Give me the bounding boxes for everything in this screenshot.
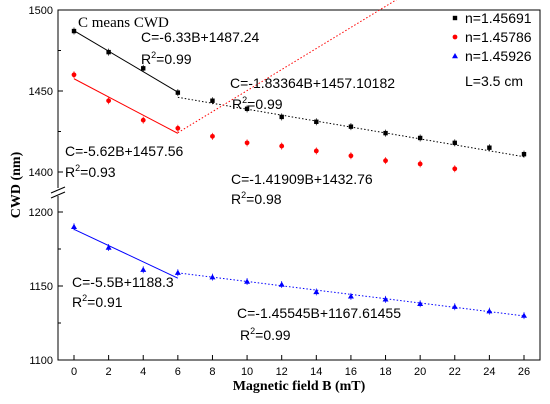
series-0-point — [244, 106, 250, 112]
series-0-point — [417, 135, 423, 141]
fit-equation-4: C=-5.5B+1188.3 — [72, 274, 174, 290]
series-0-point — [210, 98, 215, 103]
series-1-point — [417, 161, 423, 167]
fit-annotations: C=-6.33B+1487.24 R2=0.99 C=-1.83364B+1457.… — [65, 29, 401, 343]
fit-equation-5: C=-1.45545B+1167.61455 — [237, 305, 401, 321]
y-axis-break — [50, 186, 66, 199]
x-tick-label: 2 — [106, 366, 112, 378]
fit-line-3 — [177, 0, 397, 134]
axis-break-mark — [50, 186, 66, 194]
x-tick-label: 6 — [175, 366, 181, 378]
series-2-point — [521, 312, 527, 318]
series-0-point — [314, 119, 319, 124]
y-axis-label: CWD (nm) — [9, 151, 24, 218]
y-tick-label: 1150 — [29, 281, 53, 293]
series-0-point — [71, 28, 77, 34]
legend-label-1: n=1.45786 — [465, 29, 532, 45]
series-2-point — [417, 300, 424, 306]
legend-label-0: n=1.45691 — [465, 10, 532, 26]
y-tick-label: 1400 — [29, 167, 53, 179]
note-text: C means CWD — [78, 15, 169, 31]
series-0-point — [452, 140, 457, 146]
fit-r2-5: R2=0.99 — [240, 326, 291, 343]
x-tick-label: 26 — [518, 366, 530, 378]
series-1-point — [244, 140, 250, 146]
fit-equation-3: C=-1.41909B+1432.76 — [231, 171, 373, 187]
y-tick-label: 1200 — [29, 207, 53, 219]
x-tick-label: 4 — [140, 366, 146, 378]
legend-marker-1 — [452, 34, 458, 40]
fit-r2-4: R2=0.91 — [72, 293, 123, 310]
series-0-point — [487, 145, 492, 150]
series-1-point — [175, 125, 181, 131]
series-1-point — [313, 148, 319, 154]
fit-line-2 — [73, 78, 179, 134]
x-axis-ticks: 0 2 4 6 8 10 12 14 16 18 20 22 24 26 — [71, 355, 530, 378]
param-label: L=3.5 cm — [465, 73, 523, 89]
y-tick-label: 1500 — [29, 5, 53, 17]
x-tick-label: 24 — [483, 366, 495, 378]
plot-frame — [57, 9, 541, 361]
legend-marker-2 — [452, 53, 458, 59]
fit-r2-1: R2=0.99 — [232, 95, 283, 112]
series-2-point — [209, 274, 216, 280]
series-2-point — [71, 223, 77, 229]
x-tick-label: 18 — [379, 366, 391, 378]
fit-equation-1: C=-1.83364B+1457.10182 — [230, 75, 395, 91]
x-tick-label: 12 — [276, 366, 288, 378]
series-0-point — [348, 124, 354, 129]
x-tick-label: 20 — [414, 366, 426, 378]
plot-area — [57, 0, 541, 361]
series-2-point — [486, 308, 493, 314]
series-2-point — [244, 278, 251, 284]
series-0-point — [521, 151, 527, 157]
series-1-point — [452, 166, 458, 172]
series-1-point — [348, 153, 354, 159]
fit-equation-0: C=-6.33B+1487.24 — [141, 29, 260, 45]
series-2-point — [313, 288, 320, 295]
series-0-point — [106, 49, 111, 55]
fit-r2-2: R2=0.93 — [65, 163, 116, 180]
x-tick-label: 10 — [241, 366, 253, 378]
series-0-point — [279, 114, 284, 120]
series-2-point — [105, 244, 112, 250]
series-1-point — [279, 143, 285, 149]
fit-equation-2: C=-5.62B+1457.56 — [65, 143, 184, 159]
series-0-point — [383, 130, 388, 136]
legend-marker-0 — [452, 15, 458, 21]
series-1-point — [210, 133, 215, 139]
x-tick-label: 14 — [310, 366, 322, 378]
axis-break-gap — [52, 188, 64, 196]
fit-r2-0: R2=0.99 — [141, 50, 192, 67]
series-0-point — [175, 90, 181, 95]
series-2-point — [347, 293, 354, 299]
legend: n=1.45691 n=1.45786 n=1.45926 — [452, 10, 532, 64]
series-0-point — [141, 66, 146, 71]
series-2-point — [278, 281, 285, 287]
x-axis-label: Magnetic field B (mT) — [233, 379, 366, 394]
y-axis-ticks: 1400 1450 1500 1100 1150 1200 — [29, 5, 63, 367]
y-tick-label: 1450 — [29, 86, 53, 98]
x-tick-label: 0 — [71, 366, 77, 378]
series-2-point — [174, 269, 181, 275]
fit-line-5 — [177, 272, 525, 317]
series-1-point — [140, 117, 146, 123]
x-tick-label: 8 — [209, 366, 215, 378]
y-tick-label: 1100 — [29, 355, 53, 367]
fit-line-4 — [73, 228, 179, 279]
series-1-point — [383, 158, 388, 164]
series-1-point — [71, 72, 77, 78]
axis-break-mark — [50, 191, 66, 199]
x-tick-label: 22 — [449, 366, 461, 378]
fit-r2-3: R2=0.98 — [231, 190, 282, 207]
series-2-point — [382, 296, 389, 302]
fit-line-0 — [73, 30, 179, 93]
series-1-point — [106, 98, 112, 104]
series-2-point — [140, 266, 147, 272]
data-points — [71, 27, 527, 320]
series-2-point — [451, 303, 458, 309]
x-tick-label: 16 — [345, 366, 357, 378]
legend-label-2: n=1.45926 — [465, 48, 532, 64]
